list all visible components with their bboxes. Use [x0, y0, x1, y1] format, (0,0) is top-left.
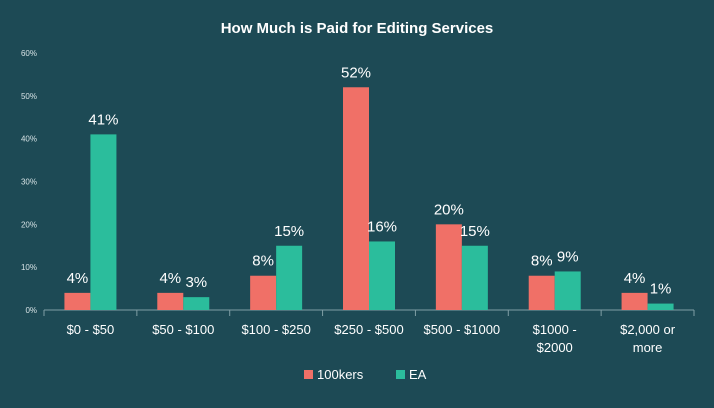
chart-data-labels: 4% 4% 8% 52% 20% 8% 4% 41% 3% 15% 16% 15% 9% 1%: [67, 64, 672, 297]
data-label: 15%: [274, 223, 304, 240]
bar-100kers: [621, 292, 648, 310]
bar-ea: [276, 245, 303, 310]
y-tick-label: 50%: [21, 92, 37, 101]
chart-title: How Much is Paid for Editing Services: [221, 20, 494, 37]
data-label: 4%: [67, 270, 89, 287]
x-tick-label: $2,000 or more: [620, 322, 676, 355]
legend-swatch: [396, 370, 405, 379]
data-label: 15%: [460, 223, 490, 240]
x-tick-label: $100 - $250: [241, 322, 310, 337]
data-label: 1%: [650, 281, 672, 298]
data-label: 9%: [557, 248, 579, 265]
x-tick-label: $250 - $500: [334, 322, 403, 337]
bar-100kers: [250, 275, 277, 310]
chart-legend: 100kers EA: [304, 367, 427, 382]
bar-ea: [90, 134, 117, 310]
y-tick-label: 20%: [21, 220, 37, 229]
data-label: 4%: [159, 270, 181, 287]
y-tick-label: 40%: [21, 135, 37, 144]
bar-ea: [647, 303, 674, 310]
data-label: 52%: [341, 64, 371, 81]
y-tick-label: 30%: [21, 178, 37, 187]
x-tick-label: $1000 -$2000: [533, 322, 577, 355]
chart-bars: [64, 87, 674, 311]
y-tick-label: 60%: [21, 49, 37, 58]
y-tick-label: 0%: [25, 306, 37, 315]
x-tick-label: $500 - $1000: [424, 322, 501, 337]
data-label: 3%: [185, 274, 207, 291]
data-label: 41%: [88, 111, 118, 128]
legend-swatch: [304, 370, 313, 379]
legend-label: 100kers: [317, 367, 364, 382]
x-tick-label: $50 - $100: [152, 322, 214, 337]
bar-ea: [183, 297, 210, 310]
data-label: 8%: [531, 253, 553, 270]
x-tick-label: $0 - $50: [67, 322, 115, 337]
bar-100kers: [343, 87, 369, 311]
bar-ea: [369, 241, 395, 310]
bar-100kers: [64, 292, 91, 310]
y-tick-label: 10%: [21, 263, 37, 272]
data-label: 16%: [367, 218, 397, 235]
bar-ea: [461, 245, 488, 310]
data-label: 8%: [252, 253, 274, 270]
data-label: 20%: [434, 201, 464, 218]
bar-100kers: [157, 292, 184, 310]
bar-ea: [554, 271, 581, 310]
bar-100kers: [528, 275, 555, 310]
bar-100kers: [435, 224, 462, 310]
chart-axes: 0% 10% 20% 30% 40% 50% 60% $0 - $50 $50 - $100 $1…: [21, 49, 695, 355]
legend-label: EA: [409, 367, 427, 382]
data-label: 4%: [624, 270, 646, 287]
